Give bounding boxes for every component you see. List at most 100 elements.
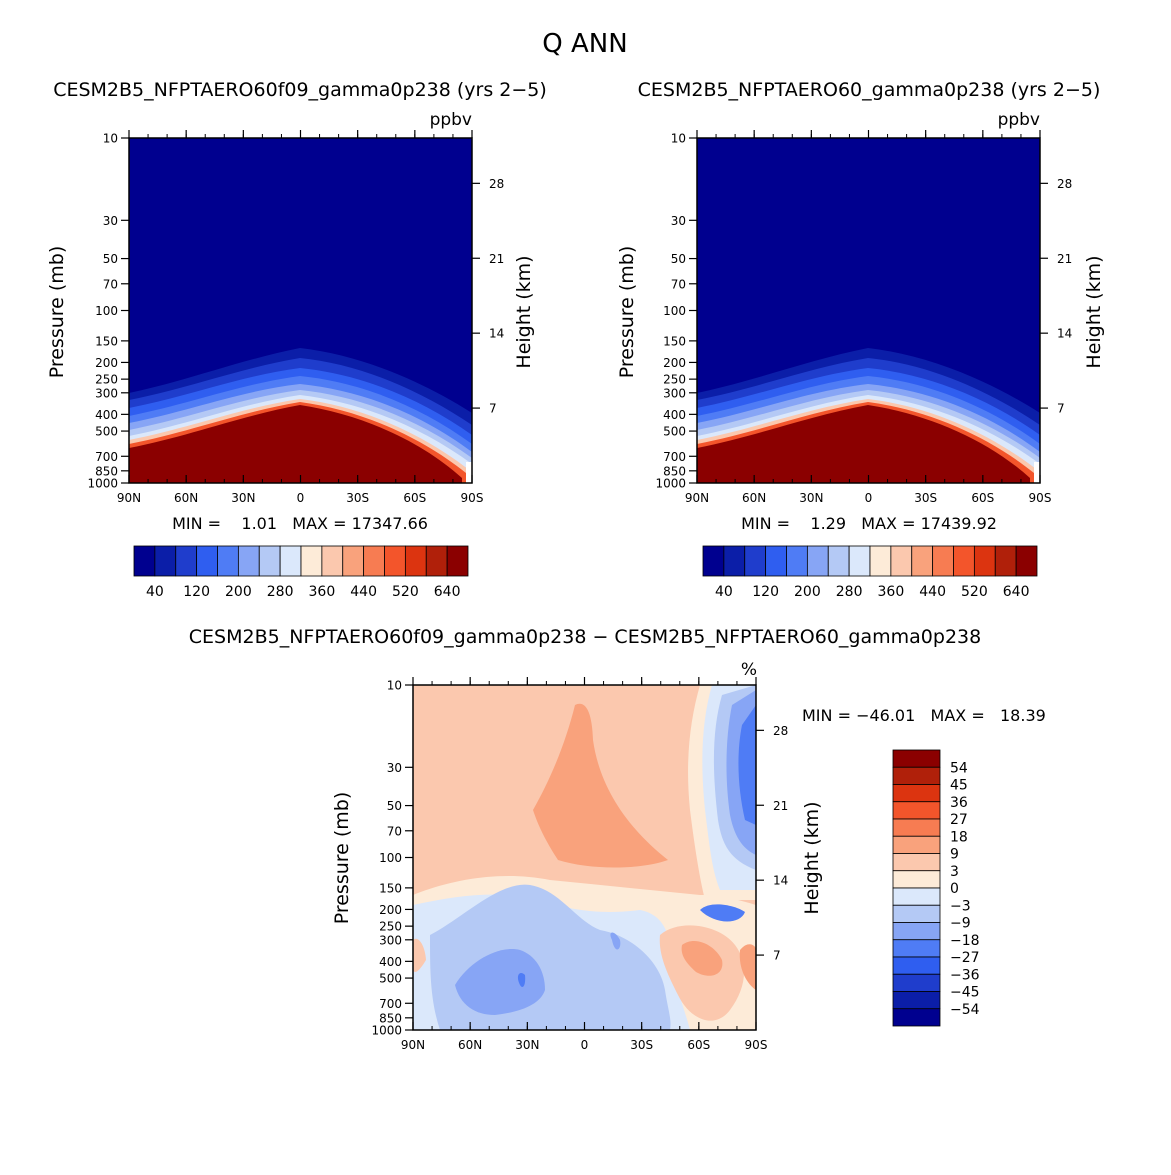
panel-b-colorbar-swatch [890, 545, 913, 577]
panel-b-colorbar-label: 640 [1003, 584, 1030, 600]
panel-a-y2tick-label: 7 [489, 402, 497, 416]
panel-diff-colorbar-swatch [892, 801, 941, 820]
panel-b-colorbar-label: 360 [878, 584, 905, 600]
diff-blue-spot [610, 932, 621, 950]
panel-a-colorbar-swatch [404, 545, 427, 577]
panel-b-ytick-label: 10 [671, 132, 686, 146]
panel-b-ytick-label: 300 [663, 386, 686, 400]
panel-a-y2tick-label: 21 [489, 252, 504, 266]
diff-blue-lower [455, 949, 545, 1015]
panel-diff: CESM2B5_NFPTAERO60f09_gamma0p238 − CESM2… [189, 626, 1046, 1052]
panel-diff-ytick-label: 150 [379, 881, 402, 895]
panel-a-xtick-label: 90S [461, 491, 484, 505]
panel-diff-colorbar-swatch [892, 749, 941, 768]
panel-b-y2label: Height (km) [1083, 255, 1105, 368]
panel-a-xtick-label: 60S [403, 491, 426, 505]
panel-a-missing [466, 462, 472, 483]
panel-a-colorbar-swatch [342, 545, 365, 577]
panel-a-ytick-label: 200 [95, 356, 118, 370]
panel-a-ytick-label: 70 [103, 277, 118, 291]
panel-diff-colorbar-label: −3 [950, 898, 971, 914]
panel-diff-colorbar-label: 18 [950, 829, 968, 845]
panel-a-colorbar-label: 200 [225, 584, 252, 600]
panel-b-colorbar-swatch [806, 545, 829, 577]
panel-diff-colorbar-swatch [892, 853, 941, 872]
panel-a-colorbar-label: 360 [309, 584, 336, 600]
panel-b-ytick-label: 400 [663, 408, 686, 422]
panel-b-missing [1034, 462, 1040, 483]
panel-diff-colorbar-label: 36 [950, 795, 968, 811]
panel-a-colorbar-swatch [279, 545, 302, 577]
panel-diff-colorbar-label: −18 [950, 933, 980, 949]
panel-b-ytick-label: 200 [663, 356, 686, 370]
panel-b-colorbar-label: 520 [961, 584, 988, 600]
panel-a-colorbar-swatch [363, 545, 385, 577]
panel-diff-xtick-label: 30N [515, 1038, 539, 1052]
panel-a-colorbar-swatch [425, 545, 448, 577]
panel-a-colorbar-label: 440 [350, 584, 377, 600]
panel-b-colorbar-swatch [765, 545, 787, 577]
panel-b-xtick-label: 60S [971, 491, 994, 505]
panel-a-colorbar-swatch [237, 545, 260, 577]
panel-diff-xtick-label: 30S [630, 1038, 653, 1052]
panel-b-xtick-label: 0 [865, 491, 873, 505]
panel-b-colorbar-label: 280 [836, 584, 863, 600]
diff-upper-maximum [533, 703, 668, 868]
panel-a-ytick-label: 400 [95, 408, 118, 422]
panel-diff-xtick-label: 0 [581, 1038, 589, 1052]
panel-b-colorbar-label: 40 [715, 584, 733, 600]
panel-b-colorbar-swatch [973, 545, 996, 577]
panel-b-ytick-label: 100 [663, 304, 686, 318]
panel-a-ytick-label: 250 [95, 373, 118, 387]
panel-a-colorbar-swatch [321, 545, 344, 577]
panel-b-colorbar-label: 120 [752, 584, 779, 600]
panel-diff-colorbar-swatch [892, 939, 941, 958]
diff-blue-spot [517, 973, 526, 987]
panel-a-colorbar-label: 120 [183, 584, 210, 600]
panel-diff-ytick-label: 250 [379, 920, 402, 934]
panel-a-colorbar-label: 640 [434, 584, 461, 600]
panel-b-ytick-label: 500 [663, 425, 686, 439]
panel-a-xtick-label: 90N [117, 491, 141, 505]
panel-a-ytick-label: 150 [95, 334, 118, 348]
panel-a-ytick-label: 100 [95, 304, 118, 318]
panel-a-xtick-label: 60N [174, 491, 198, 505]
panel-a-colorbar-swatch [446, 545, 469, 577]
panel-b-ytick-label: 700 [663, 450, 686, 464]
panel-b: CESM2B5_NFPTAERO60_gamma0p238 (yrs 2−5) … [616, 79, 1105, 600]
panel-a-field [129, 138, 472, 483]
panel-diff-colorbar-swatch [892, 922, 941, 941]
panel-b-ylabel: Pressure (mb) [616, 246, 638, 379]
panel-diff-ytick-label: 300 [379, 933, 402, 947]
panel-b-colorbar-swatch [911, 545, 934, 577]
panel-a-y2tick-label: 14 [489, 327, 504, 341]
panel-a-xtick-label: 0 [297, 491, 305, 505]
panel-b-colorbar-swatch [869, 545, 892, 577]
diff-positive-edge [739, 944, 756, 990]
panel-a-axes: 90N 60N 30N 0 30S 60S 90S 10 30 50 70 100 150 200 2503… [87, 130, 504, 505]
panel-b-xtick-label: 90N [685, 491, 709, 505]
panel-diff-colorbar-label: −36 [950, 967, 980, 983]
panel-a-title: CESM2B5_NFPTAERO60f09_gamma0p238 (yrs 2−… [53, 79, 547, 101]
panel-diff-colorbar-label: −27 [950, 950, 980, 966]
panel-diff-colorbar-label: −9 [950, 916, 971, 932]
panel-b-xtick-label: 30N [799, 491, 823, 505]
panel-b-colorbar-swatch [994, 545, 1017, 577]
panel-diff-xtick-label: 60S [687, 1038, 710, 1052]
panel-b-colorbar-swatch [744, 545, 767, 577]
panel-a-colorbar-label: 280 [267, 584, 294, 600]
panel-diff-ytick-label: 70 [387, 824, 402, 838]
panel-a-colorbar-swatch [258, 545, 281, 577]
panel-a: CESM2B5_NFPTAERO60f09_gamma0p238 (yrs 2−… [46, 79, 547, 600]
panel-diff-y2tick-label: 14 [773, 874, 788, 888]
panel-b-ytick-label: 250 [663, 373, 686, 387]
panel-diff-axes: 90N 60N 30N 0 30S 60S 90S 10 30 50 70 100 150 200 2503… [371, 677, 788, 1052]
panel-a-ytick-label: 1000 [87, 477, 118, 491]
panel-a-ylabel: Pressure (mb) [46, 246, 68, 379]
panel-b-colorbar-swatch [953, 545, 975, 577]
panel-a-colorbar: 40 120 200 280 360 440 520 640 [133, 545, 469, 600]
panel-diff-colorbar-label: 54 [950, 760, 968, 776]
panel-diff-colorbar-swatch [892, 818, 941, 837]
panel-diff-ylabel: Pressure (mb) [331, 792, 353, 925]
